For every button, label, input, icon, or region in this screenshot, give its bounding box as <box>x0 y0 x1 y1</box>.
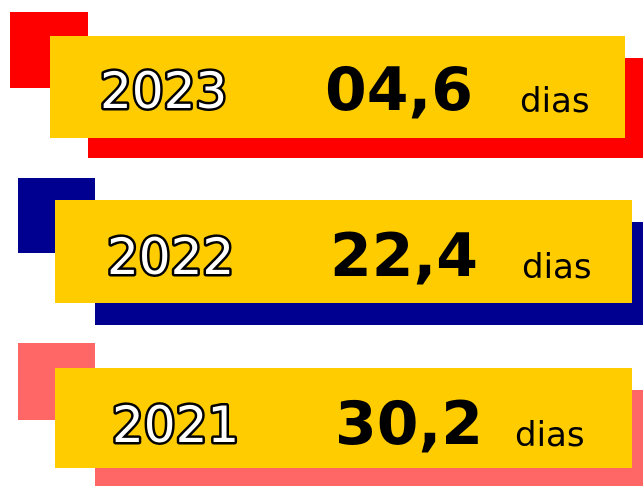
value: 30,2 <box>335 389 483 459</box>
year: 2021 <box>112 396 239 454</box>
label-bar <box>50 36 625 138</box>
label-bar <box>55 200 632 303</box>
year: 2022 <box>107 228 234 286</box>
value: 04,6 <box>325 55 473 125</box>
value: 22,4 <box>330 221 478 291</box>
unit: dias <box>520 81 590 121</box>
row-2021: 2021 30,2 dias <box>18 343 643 486</box>
unit: dias <box>515 415 585 455</box>
year: 2023 <box>100 62 227 120</box>
row-2023: 2023 04,6 dias <box>10 12 643 158</box>
label-bar <box>55 368 632 468</box>
unit: dias <box>522 247 592 287</box>
row-2022: 2022 22,4 dias <box>18 178 643 325</box>
